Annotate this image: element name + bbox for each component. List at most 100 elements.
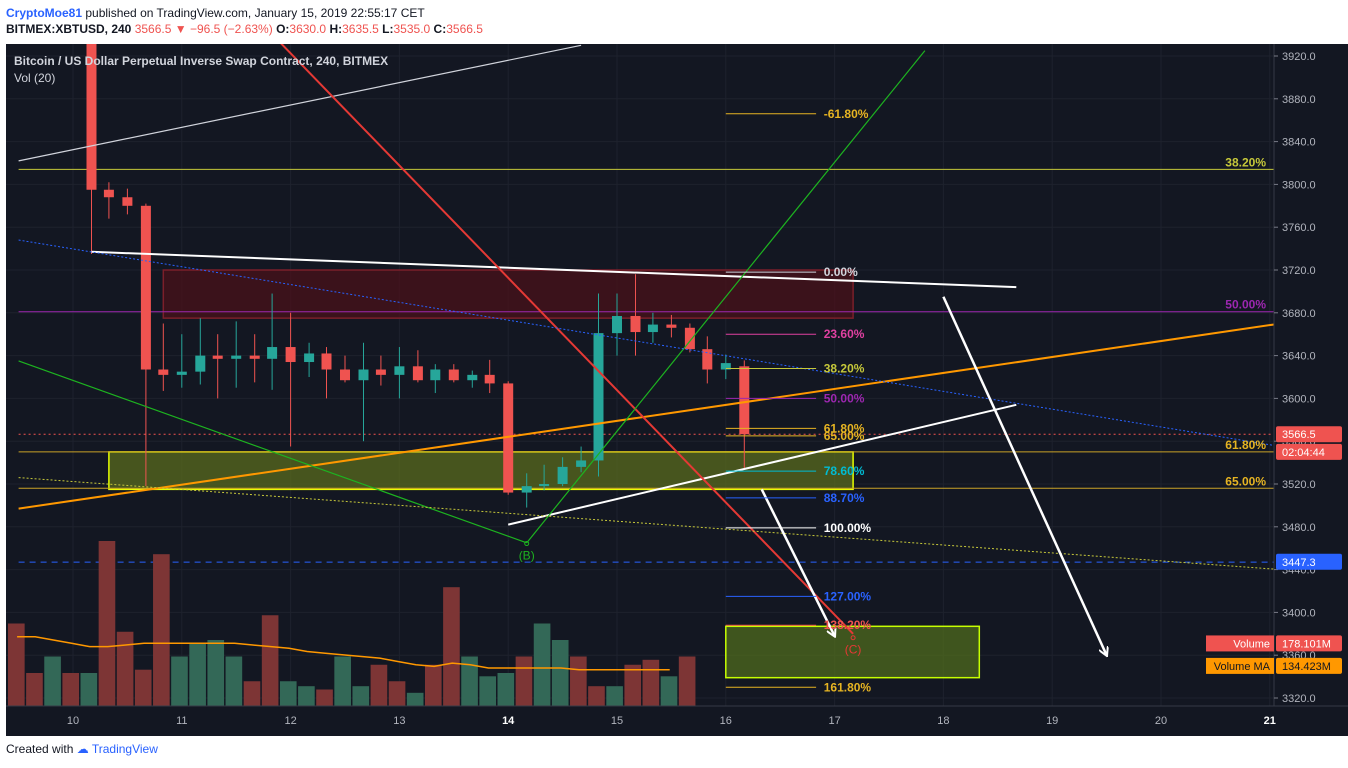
- volume-bar: [334, 656, 351, 706]
- fib-label-right: 38.20%: [1225, 155, 1266, 169]
- time-tick-label: 15: [611, 715, 623, 727]
- price-tag: [1276, 426, 1342, 443]
- wave-point: [524, 541, 530, 547]
- time-axis[interactable]: [6, 706, 1348, 736]
- arrow-long: [942, 296, 1106, 655]
- volume-bar: [279, 681, 297, 706]
- volume-bar: [225, 656, 243, 706]
- volume-bar: [26, 673, 43, 706]
- volume-bar: [243, 681, 261, 706]
- low-value: 3535.0: [393, 22, 431, 36]
- volume-bar: [98, 541, 116, 706]
- volume-bar: [406, 692, 424, 706]
- last-price: 3566.5: [134, 22, 172, 36]
- candle-body: [539, 484, 550, 487]
- volume-bar: [388, 681, 406, 706]
- candle-body: [340, 369, 350, 381]
- published-text: published on TradingView.com, January 15…: [85, 6, 425, 20]
- volume-bar: [116, 631, 134, 706]
- fib-label-right: 61.80%: [1225, 438, 1266, 452]
- volume-legend-tag: [1206, 657, 1274, 674]
- candle-body: [684, 327, 695, 350]
- price-chart[interactable]: -61.80%0.00%23.60%38.20%50.00%61.80%65.0…: [0, 0, 1348, 740]
- price-tick-label: 3920.0: [1282, 51, 1316, 63]
- created-with-text: Created with: [6, 742, 74, 756]
- down-triangle-icon: ▼: [174, 22, 187, 36]
- fib-label: 100.00%: [824, 521, 872, 535]
- price-tag: [1276, 553, 1342, 570]
- horizontal-levels: [18, 168, 1274, 563]
- publish-line: CryptoMoe81 published on TradingView.com…: [6, 6, 425, 20]
- author-link[interactable]: CryptoMoe81: [6, 6, 83, 20]
- candles: [86, 44, 750, 508]
- blue-dotted: [18, 239, 1274, 446]
- volume-bar: [533, 623, 551, 706]
- candle-body: [557, 466, 568, 484]
- target-zone: [725, 625, 981, 679]
- candle-body: [267, 347, 278, 359]
- green-downleg: [18, 360, 527, 544]
- chart-title: Bitcoin / US Dollar Perpetual Inverse Sw…: [14, 54, 388, 68]
- time-tick-label: 12: [284, 715, 296, 727]
- candle-body: [521, 486, 532, 493]
- candle-body: [122, 197, 133, 206]
- price-tag-label: 02:04:44: [1282, 447, 1325, 459]
- price-tick-label: 3840.0: [1282, 137, 1316, 149]
- candle-body: [321, 353, 332, 370]
- price-tick-label: 3480.0: [1282, 522, 1316, 534]
- volume-bar: [570, 656, 587, 706]
- annotations: (B) (C): [519, 541, 861, 657]
- candle-body: [666, 324, 677, 328]
- volume-ma-line: [17, 635, 670, 671]
- candle-body: [394, 366, 405, 375]
- candle-body: [304, 353, 315, 363]
- fib-retracement[interactable]: -61.80%0.00%23.60%38.20%50.00%61.80%65.0…: [725, 107, 1267, 695]
- fib-label: 0.00%: [824, 265, 858, 279]
- volume-bar: [62, 673, 80, 706]
- candle-body: [448, 369, 459, 381]
- candle-body: [630, 316, 641, 333]
- volume-bar: [261, 615, 279, 706]
- volume-legend-tag: [1206, 635, 1274, 652]
- time-tick-label: 11: [176, 715, 187, 727]
- ohlc-line: BITMEX:XBTUSD, 240 3566.5 ▼ −96.5 (−2.63…: [6, 22, 483, 36]
- fib-label: 88.70%: [824, 491, 865, 505]
- candle-body: [140, 205, 151, 370]
- volume-bar: [642, 659, 660, 706]
- volume-legend-label: Volume: [1233, 638, 1270, 650]
- tradingview-link[interactable]: TradingView: [91, 742, 158, 756]
- open-label: O:: [276, 22, 290, 36]
- price-tag: [1276, 657, 1342, 674]
- high-label: H:: [329, 22, 343, 36]
- arrow-short: [760, 488, 835, 636]
- candle-body: [720, 363, 731, 370]
- price-tag-label: 134.423M: [1282, 661, 1331, 673]
- price-tick-label: 3320.0: [1282, 693, 1316, 705]
- wave-point: [850, 635, 856, 641]
- yellow-dotted: [18, 477, 1274, 570]
- price-tick-label: 3720.0: [1282, 265, 1316, 277]
- candle-body: [375, 369, 386, 375]
- time-tick-label: 13: [393, 715, 405, 727]
- price-tick-label: 3880.0: [1282, 94, 1316, 106]
- price-tick-label: 3800.0: [1282, 179, 1316, 191]
- fib-label: 61.80%: [824, 421, 865, 435]
- high-value: 3635.5: [342, 22, 379, 36]
- price-tick-label: 3520.0: [1282, 479, 1316, 491]
- price-axis[interactable]: [1274, 44, 1348, 706]
- price-tag-label: 178.101M: [1282, 638, 1331, 650]
- time-tick-label: 19: [1046, 715, 1058, 727]
- time-tick-label: 16: [720, 715, 732, 727]
- time-axis-labels: 10 11 12 13 14 15 16 17 18 19 20 21: [6, 705, 1348, 727]
- trend-lines[interactable]: [18, 0, 1281, 655]
- volume-bar: [551, 640, 569, 706]
- fib-label: 50.00%: [824, 391, 865, 405]
- price-tags: 3566.5 02:04:44 3447.3 178.101M 134.423M Volu…: [1206, 426, 1342, 674]
- volume-bar: [588, 686, 605, 706]
- wave-label: (B): [519, 549, 535, 563]
- fib-label: 38.20%: [824, 361, 865, 375]
- orange-trend: [18, 323, 1274, 510]
- fib-label-right: 65.00%: [1225, 474, 1266, 488]
- support-zone: [108, 451, 854, 491]
- volume-bar: [678, 656, 696, 706]
